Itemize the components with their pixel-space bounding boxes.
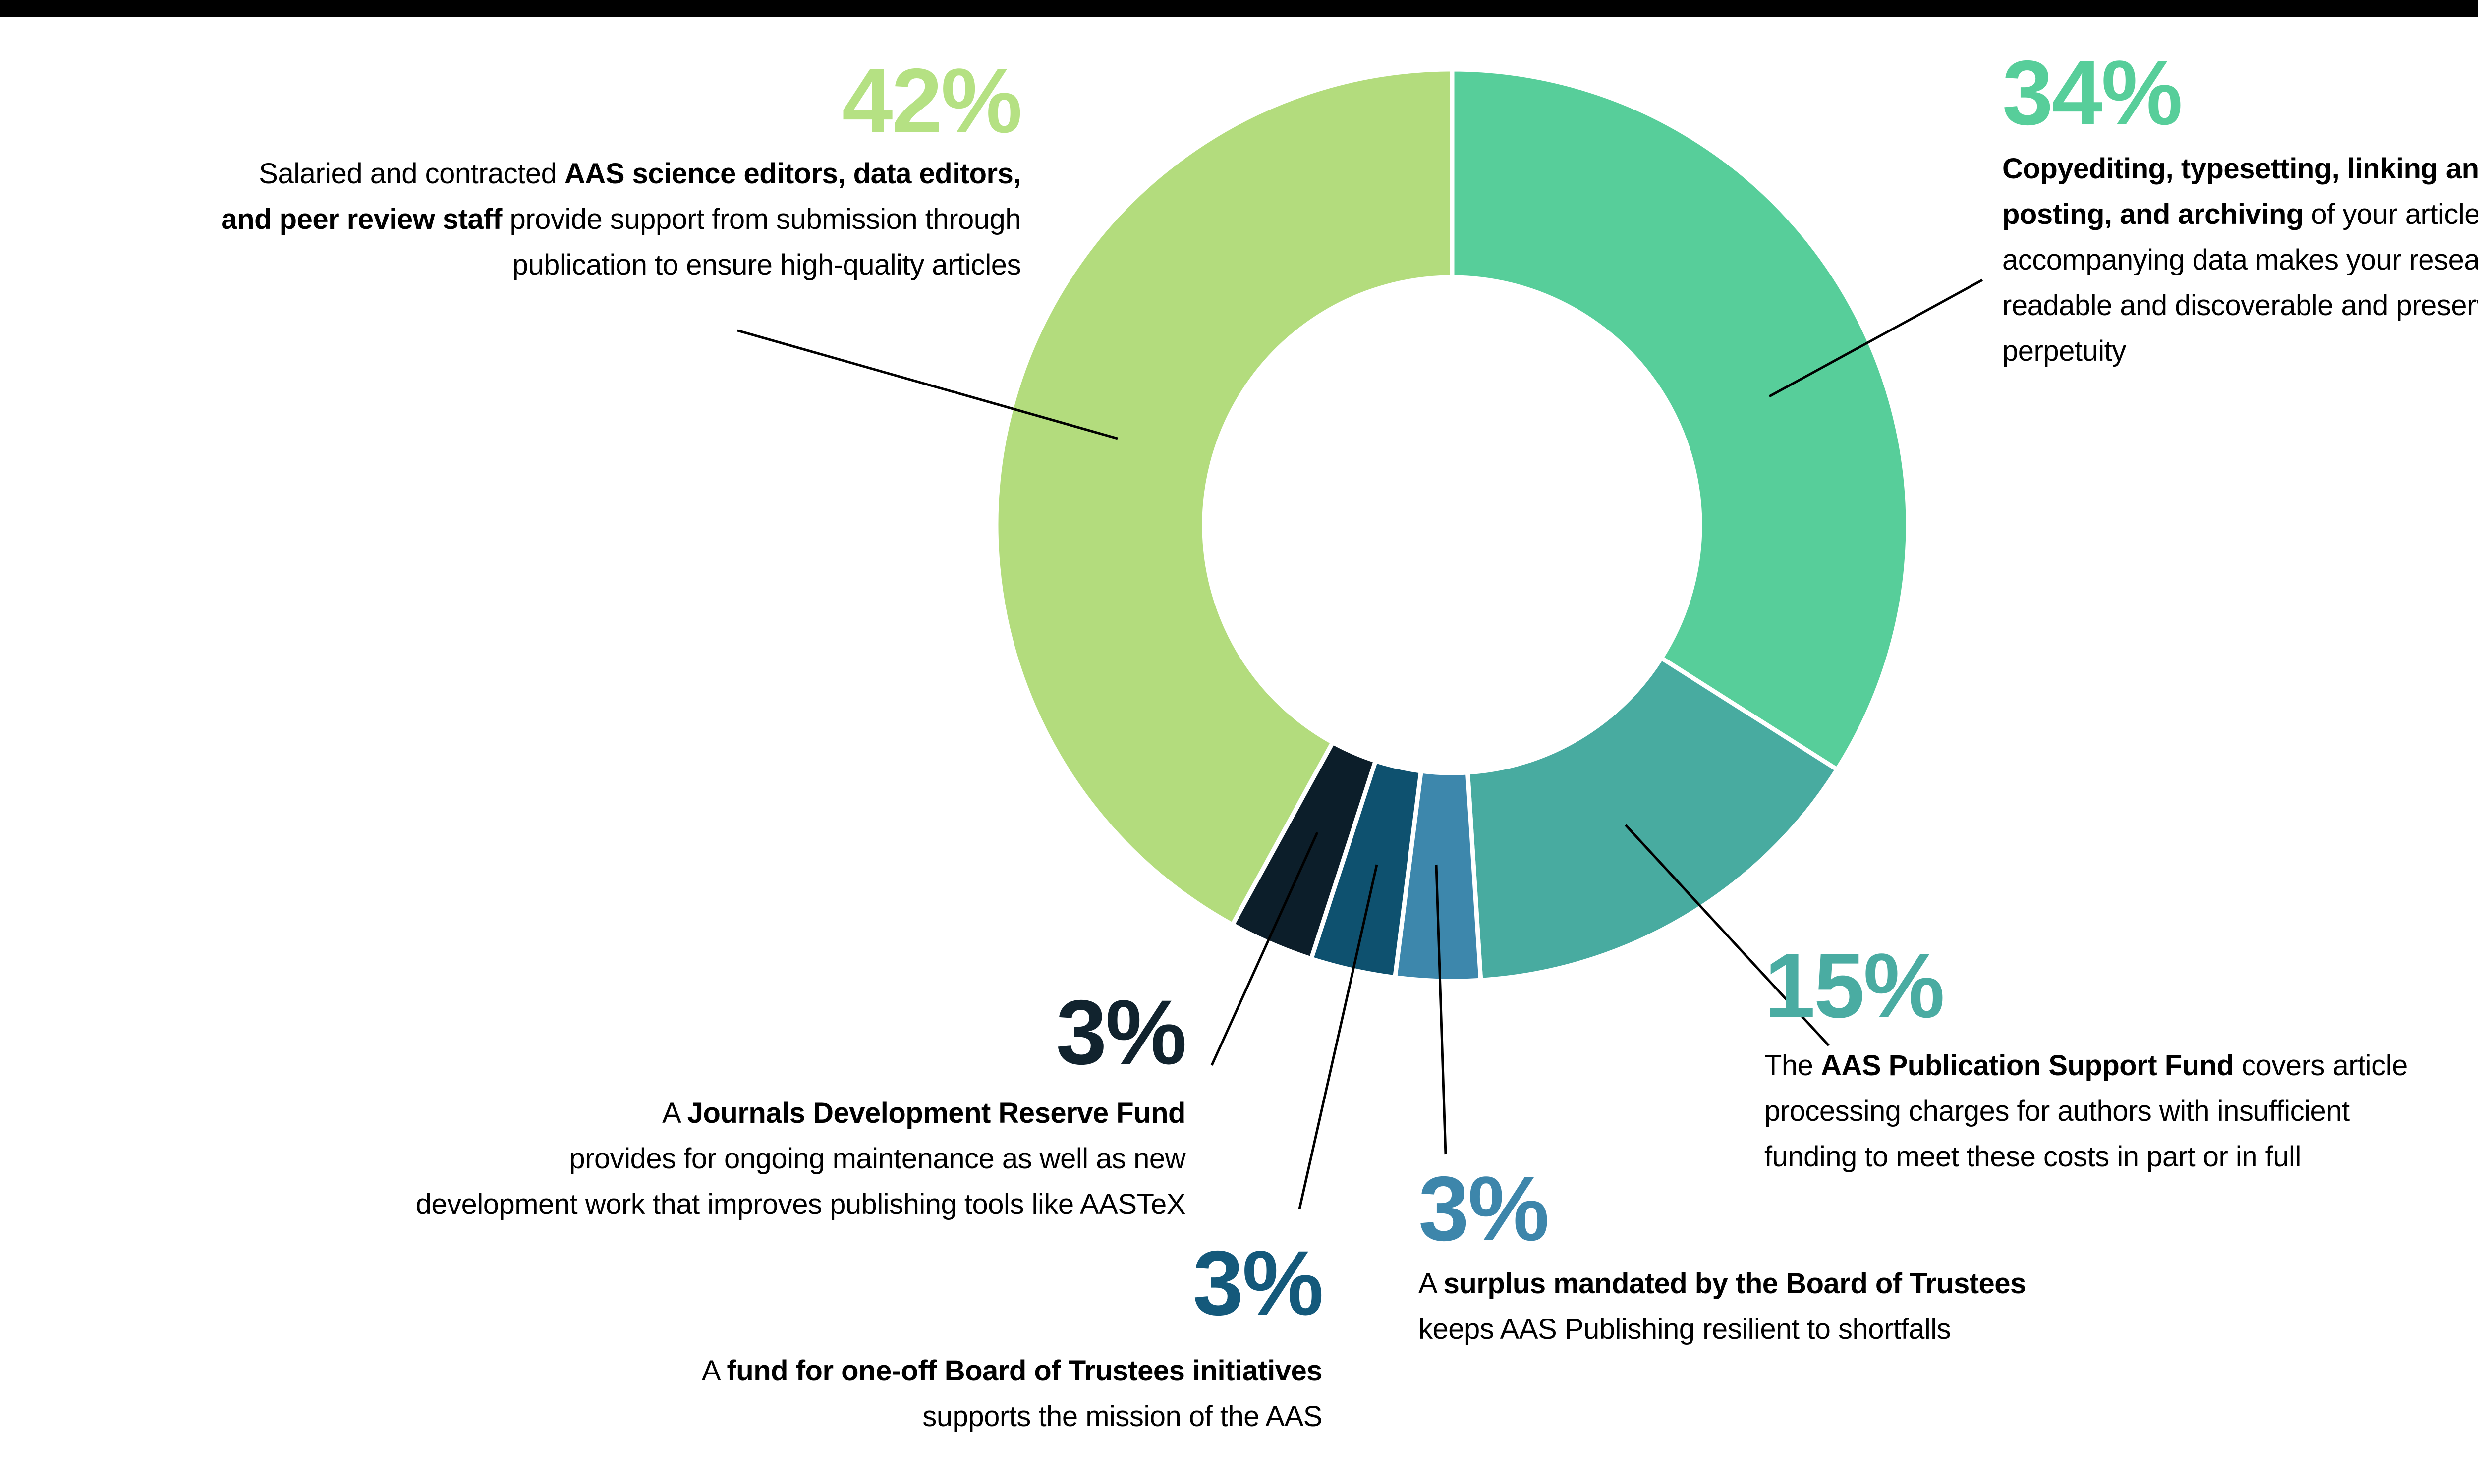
percent-label-42: 42% (842, 50, 1022, 152)
leader-line-editors-staff (737, 329, 1118, 440)
segment-description: Copyediting, typesetting, linking and ta… (2002, 153, 2478, 367)
segment-description: A surplus mandated by the Board of Trust… (1418, 1267, 2026, 1345)
percent-label-15: 15% (1764, 935, 1945, 1037)
top-letterbox-bar (0, 0, 2478, 17)
leader-line-support-fund (1625, 824, 1830, 1046)
callout-one-off-fund: 3% A fund for one-off Board of Trustees … (701, 1232, 1324, 1439)
percent-label-3-reserve: 3% (1056, 982, 1187, 1084)
percent-label-3-one-off: 3% (1192, 1232, 1324, 1334)
leader-line-one-off-fund (1298, 864, 1378, 1209)
callout-copyediting: 34% Copyediting, typesetting, linking an… (2002, 48, 2478, 374)
leader-line-surplus (1435, 864, 1447, 1155)
percent-label-34: 34% (2002, 42, 2183, 144)
callout-journals-development-reserve-fund: 3% A Journals Development Reserve Fund pr… (415, 982, 1187, 1227)
callout-editors-staff: 42% Salaried and contracted AAS science … (221, 50, 1022, 288)
leader-line-copyediting (1768, 278, 1983, 398)
percent-label-3-surplus: 3% (1418, 1158, 1549, 1260)
segment-description: A Journals Development Reserve Fund provi… (415, 1097, 1186, 1220)
segment-description: The AAS Publication Support Fund covers … (1764, 1049, 2408, 1173)
donut-slice-support-fund (1465, 655, 1841, 983)
callout-publication-support-fund: 15% The AAS Publication Support Fund cov… (1764, 940, 2408, 1180)
leader-line-reserve-fund (1210, 831, 1319, 1066)
callout-surplus: 3% A surplus mandated by the Board of Tr… (1418, 1163, 2026, 1352)
donut-slice-editors-staff (994, 67, 1455, 928)
segment-description: A fund for one-off Board of Trustees ini… (701, 1355, 1323, 1432)
donut-slice-copyediting (1450, 67, 1911, 773)
segment-description: Salaried and contracted AAS science edit… (221, 158, 1021, 281)
